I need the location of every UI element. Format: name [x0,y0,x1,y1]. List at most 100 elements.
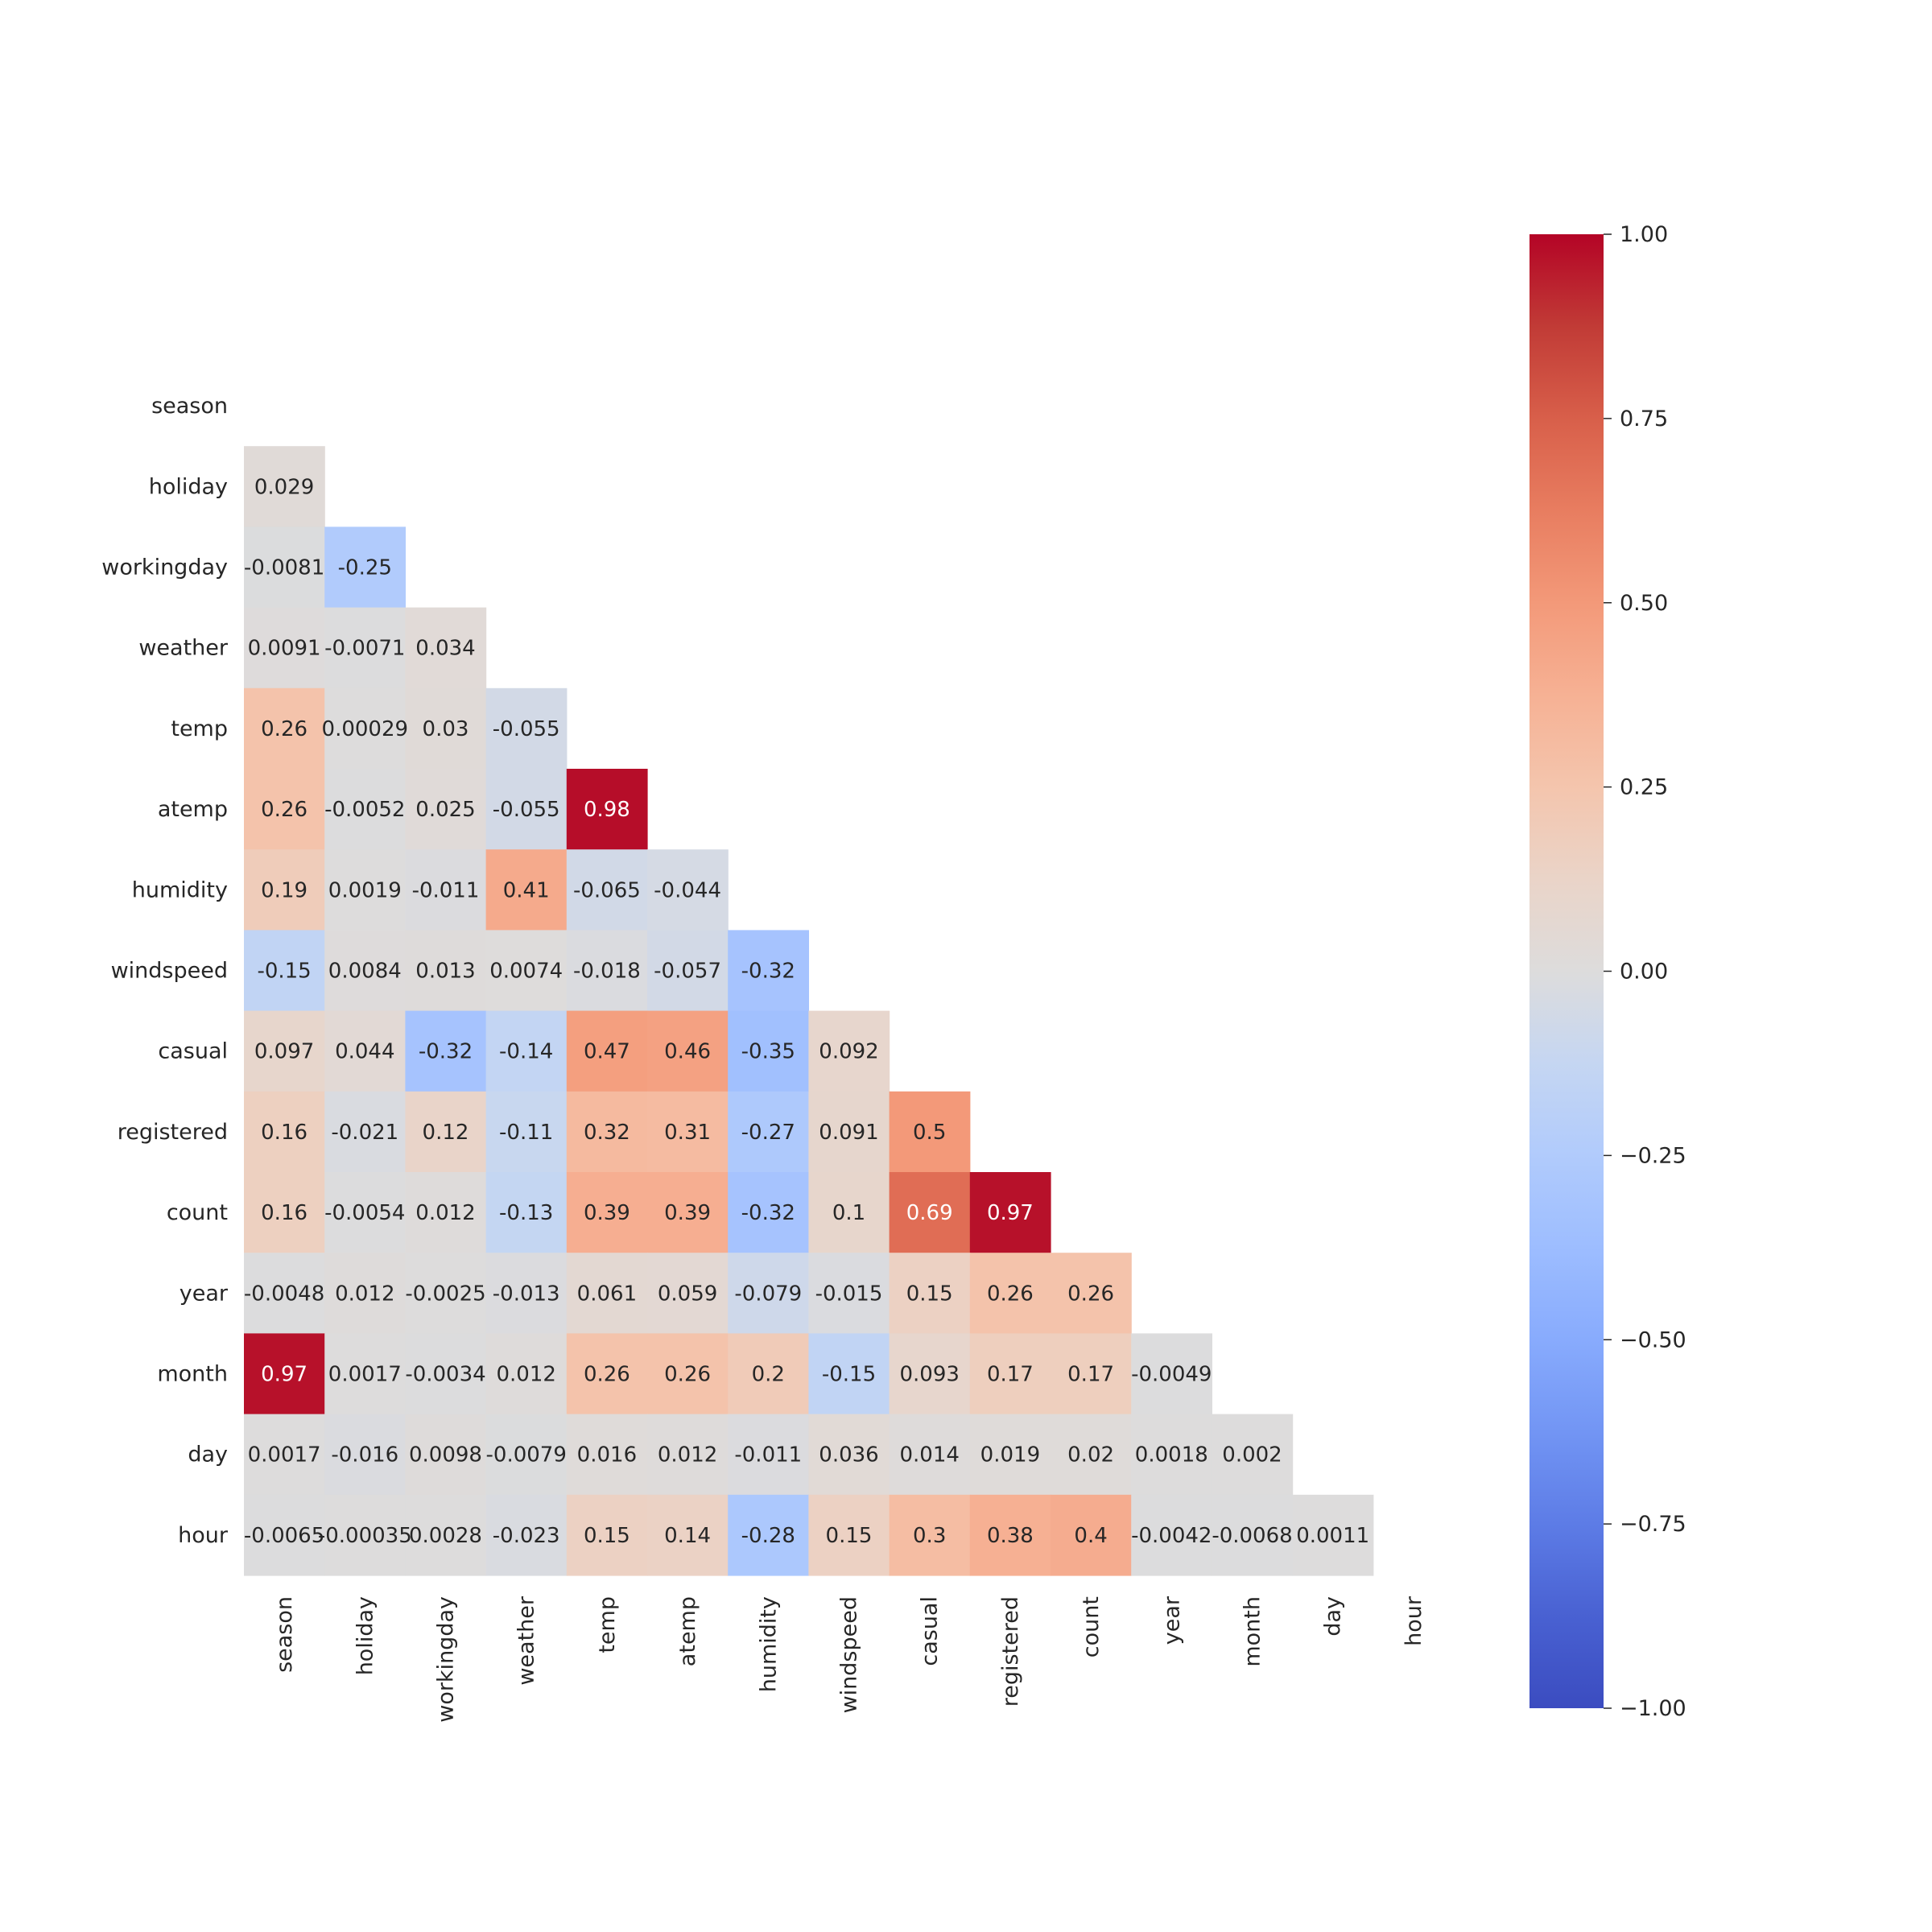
cell-annotation: -0.057 [654,960,721,984]
heatmap-cell [728,1091,809,1173]
colorbar-tick-label: 0.75 [1620,407,1668,431]
heatmap-cell [1131,1494,1212,1576]
cell-annotation: 0.32 [584,1121,630,1145]
heatmap-cell [324,607,406,689]
heatmap-cell [728,930,809,1012]
cell-annotation: 0.0011 [1296,1524,1369,1548]
heatmap-cell [808,1091,890,1173]
cell-annotation: 0.17 [1067,1363,1114,1387]
heatmap-cell [244,849,325,931]
cell-annotation: -0.015 [815,1282,883,1306]
cell-annotation: 0.12 [423,1121,469,1145]
cell-annotation: 0.012 [335,1282,394,1306]
heatmap-cell [244,769,325,850]
cell-annotation: -0.055 [493,717,560,741]
cell-annotation: 0.97 [987,1201,1034,1225]
x-tick-label: season [272,1596,297,1673]
y-tick-label: season [151,394,228,419]
heatmap-cell [808,1172,890,1253]
cell-annotation: 0.02 [1067,1443,1114,1468]
heatmap-cell [889,1253,971,1334]
heatmap-cell [324,1010,406,1092]
heatmap-cell [485,849,568,931]
heatmap-cell [485,930,568,1012]
cell-annotation: -0.0065 [244,1524,324,1548]
x-tick-labels: season holiday workingday weather temp atemp h… [272,1596,1426,1723]
cell-annotation: 0.016 [577,1443,637,1468]
colorbar-tick-label: 0.00 [1620,960,1668,985]
heatmap-cell [728,1414,809,1496]
cell-annotation: 0.47 [584,1040,630,1064]
cell-annotation: 0.26 [261,717,308,741]
heatmap-cell [244,607,325,689]
heatmap-cell [405,687,487,770]
cell-annotation: 0.013 [415,960,475,984]
cell-annotation: 0.2 [752,1363,785,1387]
cell-annotations: 0.029 -0.0081 -0.25 0.0091 -0.0071 0.034 0.26 0… [244,475,1369,1548]
cell-annotation: 0.26 [1067,1282,1114,1306]
heatmap-cell [405,1091,487,1173]
y-tick-label: weather [138,636,229,661]
heatmap-cell [1292,1494,1374,1576]
heatmap-cell [566,849,648,931]
heatmap-cell [566,1494,648,1576]
y-tick-label: temp [171,716,228,741]
heatmap-cell [485,769,568,850]
heatmap-cell [647,1494,729,1576]
heatmap-cell [324,1253,406,1334]
cell-annotation: -0.011 [412,878,480,902]
heatmap-cell [244,446,325,527]
x-tick-label: hour [1402,1596,1426,1646]
heatmap-cell [405,769,487,850]
heatmap-cell [889,1172,971,1253]
y-tick-label: workingday [101,555,228,580]
cell-annotation: 0.98 [584,798,630,822]
heatmap-cell [405,1414,487,1496]
heatmap-cell [324,1414,406,1496]
heatmap-cell [244,687,325,770]
heatmap-cell [405,1010,487,1092]
cell-annotation: 0.5 [913,1121,946,1145]
heatmap-cell [969,1414,1051,1496]
heatmap-cell [324,769,406,850]
x-tick-label: humidity [756,1596,781,1692]
colorbar-tick-label: −0.75 [1620,1512,1686,1537]
cell-annotation: 0.012 [415,1201,475,1225]
heatmap-cell [808,1333,890,1415]
heatmap-cell [1212,1494,1294,1576]
cell-annotation: -0.13 [499,1201,553,1225]
heatmap-cell [324,1333,406,1415]
cell-annotation: 0.0018 [1135,1443,1208,1468]
y-tick-label: count [167,1200,228,1225]
heatmap-cell [728,1172,809,1253]
heatmap-cell [485,1253,568,1334]
y-tick-label: casual [158,1039,228,1064]
cell-annotation: 0.092 [819,1040,878,1064]
cell-annotation: -0.018 [573,960,641,984]
cell-annotation: 0.025 [415,798,475,822]
cell-annotation: -0.0042 [1131,1524,1212,1548]
heatmap-cell [1212,1414,1294,1496]
cell-annotation: 0.00029 [322,717,409,741]
cell-annotation: 0.1 [832,1201,865,1225]
heatmap-cell [647,1414,729,1496]
heatmap-cell [324,526,406,609]
cell-annotation: 0.16 [261,1201,308,1225]
heatmap-cell [969,1172,1051,1253]
heatmap-cell [1051,1333,1132,1415]
heatmap-cell [405,1333,487,1415]
heatmap-cell [1051,1253,1132,1334]
x-tick-label: casual [918,1596,943,1666]
cell-annotation: -0.021 [331,1121,398,1145]
heatmap-cell [889,1333,971,1415]
heatmap-cell [566,1414,648,1496]
cell-annotation: -0.0048 [244,1282,324,1306]
heatmap-cell [324,1091,406,1173]
cell-annotation: 0.036 [819,1443,878,1468]
cell-annotation: -0.32 [741,1201,795,1225]
cell-annotation: -0.0068 [1212,1524,1292,1548]
heatmap-cell [485,1172,568,1253]
cell-annotation: 0.019 [980,1443,1040,1468]
colorbar-tick-label: −1.00 [1620,1696,1686,1721]
x-tick-label: weather [514,1596,539,1686]
